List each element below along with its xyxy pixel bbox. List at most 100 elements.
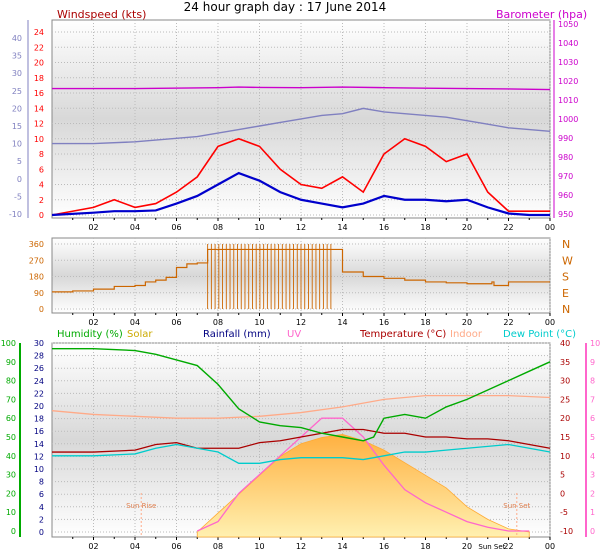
rainfall-axis-tick-label: 2 [39, 515, 44, 524]
wind-panel-x-tick-label: 16 [379, 223, 389, 232]
temperature-axis-tick-label: 0 [560, 489, 565, 498]
left-temp-axis-tick-label: 25 [12, 87, 22, 96]
sunset-time-label: Sun Set [478, 543, 505, 551]
wind-axis-tick-label: 16 [34, 89, 44, 98]
temp-panel-x-tick-label: 08 [213, 542, 223, 551]
left-temp-axis-tick-label: 35 [12, 52, 22, 61]
windspeed-label: Windspeed (kts) [57, 8, 146, 21]
humidity-axis-tick-label: 70 [6, 395, 16, 404]
left-temp-axis-tick-label: 0 [17, 175, 22, 184]
chart-title: 24 hour graph day : 17 June 2014 [184, 0, 387, 14]
wind-axis-tick-label: 22 [34, 43, 44, 52]
wind-panel-x-tick-label: 06 [171, 223, 181, 232]
uv-label: UV [287, 329, 301, 340]
uv-axis-tick-label: 4 [590, 452, 595, 461]
rainfall-axis-tick-label: 24 [34, 377, 44, 386]
barometer-axis-tick-label: 1000 [558, 115, 578, 124]
wind-axis-tick-label: 4 [39, 181, 44, 190]
barometer-axis-tick-label: 1030 [558, 58, 578, 67]
direction-axis-tick-label: 0 [39, 305, 44, 314]
left-temp-axis-tick-label: -5 [14, 192, 22, 201]
wind-panel-x-tick-label: 00 [545, 223, 555, 232]
temperature-axis-tick-label: 35 [560, 358, 570, 367]
direction-panel-x-tick-label: 10 [254, 318, 264, 327]
windavg-line [51, 171, 550, 217]
wind-axis-tick-label: 2 [39, 196, 44, 205]
humidity-axis-tick-label: 90 [6, 358, 16, 367]
indoor-line [51, 394, 551, 419]
rainfall-axis-tick-label: 28 [34, 352, 44, 361]
direction-axis-tick-label: 360 [29, 240, 44, 249]
humidity-axis-tick-label: 0 [11, 527, 16, 536]
temperature-axis-tick-label: -10 [560, 527, 573, 536]
direction-panel-x-tick-label: 18 [420, 318, 430, 327]
rainfall-label: Rainfall (mm) [203, 329, 271, 340]
rainfall-axis-tick-label: 16 [34, 427, 44, 436]
wind-panel-x-tick-label: 08 [213, 223, 223, 232]
barometer-axis-tick-label: 960 [558, 191, 573, 200]
barometer-axis-tick-label: 980 [558, 153, 573, 162]
winddir-line [52, 248, 550, 293]
compass-label: W [562, 254, 573, 267]
barometer-label: Barometer (hpa) [496, 8, 587, 21]
temperature-axis-tick-label: 15 [560, 433, 570, 442]
barometer-axis-tick-label: 1040 [558, 39, 578, 48]
wind-panel-x-tick-label: 04 [130, 223, 140, 232]
compass-label: S [562, 271, 569, 284]
uv-axis-tick-label: 5 [590, 433, 595, 442]
barometer-axis-tick-label: 990 [558, 134, 573, 143]
temperature-axis-tick-label: 20 [560, 414, 570, 423]
wind-panel-x-tick-label: 22 [503, 223, 513, 232]
temp-panel-x-tick-label: 20 [462, 542, 472, 551]
direction-panel-x-tick-label: 00 [545, 318, 555, 327]
humidity-axis-tick-label: 30 [6, 471, 16, 480]
compass-label: N [562, 303, 570, 316]
humidity-axis-tick-label: 60 [6, 414, 16, 423]
rainfall-axis-tick-label: 22 [34, 389, 44, 398]
left-temp-axis-tick-label: -10 [9, 210, 22, 219]
direction-panel-x-tick-label: 16 [379, 318, 389, 327]
direction-panel-x-tick-label: 12 [296, 318, 306, 327]
temperature-axis-tick-label: 25 [560, 395, 570, 404]
rainfall-axis-tick-label: 10 [34, 465, 44, 474]
uv-axis-tick-label: 10 [590, 339, 600, 348]
temp-panel-x-tick-label: 02 [88, 542, 98, 551]
humidity-axis-tick-label: 40 [6, 452, 16, 461]
rainfall-axis-tick-label: 8 [39, 478, 44, 487]
uv-axis-tick-label: 9 [590, 358, 595, 367]
uv-line [196, 417, 530, 532]
rainfall-axis-tick-label: 12 [34, 452, 44, 461]
temperature-axis-tick-label: 30 [560, 377, 570, 386]
temp-panel-x-tick-label: 18 [420, 542, 430, 551]
temp-panel-x-tick-label: 04 [130, 542, 140, 551]
wind-axis-tick-label: 10 [34, 135, 44, 144]
left-temp-axis-tick-label: 10 [12, 140, 22, 149]
barometer-line [52, 86, 551, 91]
uv-axis-tick-label: 3 [590, 471, 595, 480]
uv-axis-tick-label: 1 [590, 508, 595, 517]
dewpoint-label: Dew Point (°C) [503, 329, 576, 340]
humidity-axis-tick-label: 50 [6, 433, 16, 442]
rainfall-axis-tick-label: 6 [39, 490, 44, 499]
uv-axis-tick-label: 8 [590, 377, 595, 386]
wind-axis-tick-label: 0 [39, 211, 44, 220]
barometer-axis-tick-label: 1010 [558, 96, 578, 105]
direction-panel-x-tick-label: 14 [337, 318, 347, 327]
wind-axis-tick-label: 18 [34, 74, 44, 83]
compass-label: N [562, 238, 570, 251]
direction-axis-tick-label: 90 [34, 289, 44, 298]
wind-panel-x-tick-label: 12 [296, 223, 306, 232]
temp-panel-x-tick-label: 00 [545, 542, 555, 551]
wind-axis-tick-label: 8 [39, 150, 44, 159]
direction-panel-x-tick-label: 20 [462, 318, 472, 327]
direction-panel-x-tick-label: 22 [503, 318, 513, 327]
temp-panel-x-tick-label: 10 [254, 542, 264, 551]
wind-axis-tick-label: 6 [39, 165, 44, 174]
left-temp-axis-tick-label: 15 [12, 122, 22, 131]
barometer-axis-tick-label: 970 [558, 172, 573, 181]
humidity-axis-tick-label: 100 [1, 339, 16, 348]
left-temp-axis-tick-label: 5 [17, 157, 22, 166]
wind-axis-tick-label: 12 [34, 120, 44, 129]
left-temp-axis-tick-label: 40 [12, 34, 22, 43]
rainfall-axis-tick-label: 18 [34, 415, 44, 424]
